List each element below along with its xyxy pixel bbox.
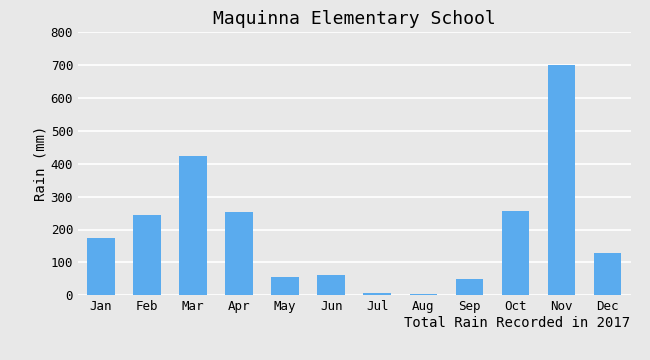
Bar <box>502 211 529 295</box>
X-axis label: Total Rain Recorded in 2017: Total Rain Recorded in 2017 <box>404 316 630 330</box>
Bar <box>410 293 437 295</box>
Bar <box>593 253 621 295</box>
Bar <box>547 65 575 295</box>
Bar <box>179 156 207 295</box>
Bar <box>87 238 115 295</box>
Bar <box>226 212 253 295</box>
Bar <box>317 275 345 295</box>
Bar <box>272 277 299 295</box>
Y-axis label: Rain (mm): Rain (mm) <box>34 126 48 202</box>
Bar <box>133 215 161 295</box>
Bar <box>456 279 483 295</box>
Bar <box>363 293 391 295</box>
Title: Maquinna Elementary School: Maquinna Elementary School <box>213 10 495 28</box>
